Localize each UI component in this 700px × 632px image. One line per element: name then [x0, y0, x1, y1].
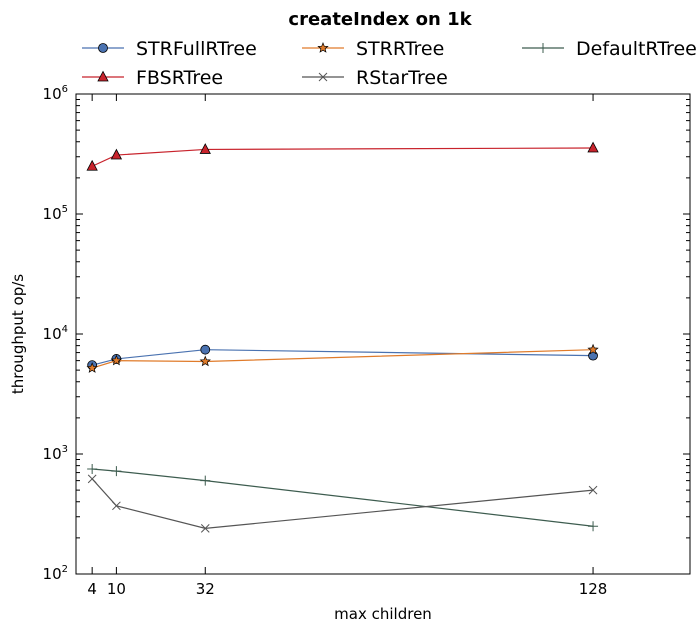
- data-point: [587, 343, 599, 355]
- data-point: [110, 148, 123, 160]
- series-line: [92, 468, 594, 527]
- data-point: [200, 344, 211, 355]
- legend-label: RStarTree: [356, 67, 448, 89]
- legend-marker: [538, 43, 548, 53]
- series-line: [91, 478, 594, 529]
- legend-item: DefaultRTree: [522, 38, 697, 60]
- data-point: [112, 501, 121, 511]
- data-point: [588, 521, 599, 532]
- series-DefaultRTree: [87, 463, 599, 532]
- data-point: [86, 159, 98, 171]
- legend-label: DefaultRTree: [576, 38, 697, 60]
- data-point: [87, 463, 98, 474]
- y-tick-label: 105: [43, 204, 68, 223]
- x-tick-label: 4: [87, 580, 97, 598]
- data-point: [87, 474, 97, 484]
- y-tick-label: 104: [43, 324, 68, 343]
- legend-item: STRRTree: [302, 38, 444, 60]
- legend-marker: [98, 43, 108, 53]
- data-point: [110, 354, 123, 366]
- x-tick-label: 128: [579, 580, 608, 598]
- legend-item: FBSRTree: [82, 67, 223, 89]
- series-FBSRTree: [86, 141, 599, 171]
- data-point: [588, 350, 598, 361]
- legend-item: STRFullRTree: [82, 38, 257, 60]
- y-tick-label: 103: [43, 444, 68, 463]
- legend-marker: [317, 42, 329, 53]
- chart-title: createIndex on 1k: [288, 9, 472, 30]
- x-tick-label: 10: [107, 580, 126, 598]
- y-axis-label: throughput op/s: [9, 274, 27, 394]
- legend-item: RStarTree: [302, 67, 448, 89]
- legend-label: FBSRTree: [136, 67, 223, 89]
- data-point: [111, 466, 122, 477]
- data-point: [587, 141, 599, 153]
- y-axis-ticks: 102 103 104 105 106: [43, 84, 690, 583]
- series-line: [91, 349, 594, 369]
- legend: STRFullRTree STRRTree DefaultRTree FBSRTree…: [82, 38, 697, 89]
- data-point: [86, 362, 98, 373]
- legend-label: STRRTree: [356, 38, 444, 60]
- series-line: [91, 147, 594, 167]
- data-point: [200, 475, 211, 486]
- x-axis-label: max children: [334, 605, 432, 623]
- data-point: [199, 143, 211, 154]
- series-layer: [86, 141, 599, 533]
- data-point: [200, 524, 210, 533]
- legend-marker: [318, 72, 328, 82]
- data-point: [588, 485, 598, 495]
- series-STRRTree: [86, 343, 599, 373]
- legend-label: STRFullRTree: [136, 38, 257, 60]
- x-axis-ticks: 4 10 32 128: [87, 94, 607, 598]
- series-line: [92, 349, 594, 366]
- y-tick-label: 106: [43, 84, 68, 103]
- x-tick-label: 32: [196, 580, 215, 598]
- series-RStarTree: [87, 474, 598, 533]
- legend-marker: [97, 70, 109, 82]
- data-point: [199, 355, 211, 367]
- y-tick-label: 102: [43, 564, 68, 583]
